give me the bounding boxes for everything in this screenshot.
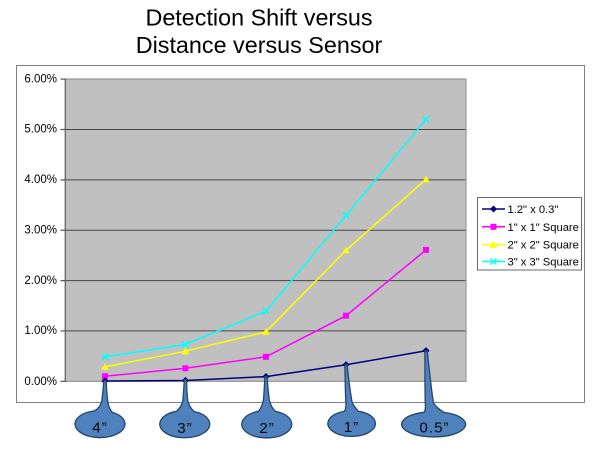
svg-text:2" x 2" Square: 2" x 2" Square xyxy=(508,240,579,252)
svg-text:4.00%: 4.00% xyxy=(24,174,57,186)
svg-text:0.00%: 0.00% xyxy=(24,376,57,388)
svg-text:1”: 1” xyxy=(344,419,360,436)
svg-text:Detection Shift versus: Detection Shift versus xyxy=(145,5,372,31)
svg-text:3”: 3” xyxy=(177,420,193,437)
svg-text:Distance versus Sensor: Distance versus Sensor xyxy=(136,32,383,58)
svg-text:1.00%: 1.00% xyxy=(24,325,57,337)
svg-text:2.00%: 2.00% xyxy=(24,275,57,287)
svg-text:3" x 3" Square: 3" x 3" Square xyxy=(508,257,579,269)
svg-text:2”: 2” xyxy=(259,420,275,437)
svg-text:0.5”: 0.5” xyxy=(419,419,449,436)
svg-text:6.00%: 6.00% xyxy=(24,73,57,85)
svg-text:5.00%: 5.00% xyxy=(24,124,57,136)
svg-text:1.2" x 0.3": 1.2" x 0.3" xyxy=(508,204,559,216)
svg-text:3.00%: 3.00% xyxy=(24,224,57,236)
svg-text:1" x 1" Square: 1" x 1" Square xyxy=(508,222,579,234)
svg-text:4”: 4” xyxy=(92,420,108,437)
